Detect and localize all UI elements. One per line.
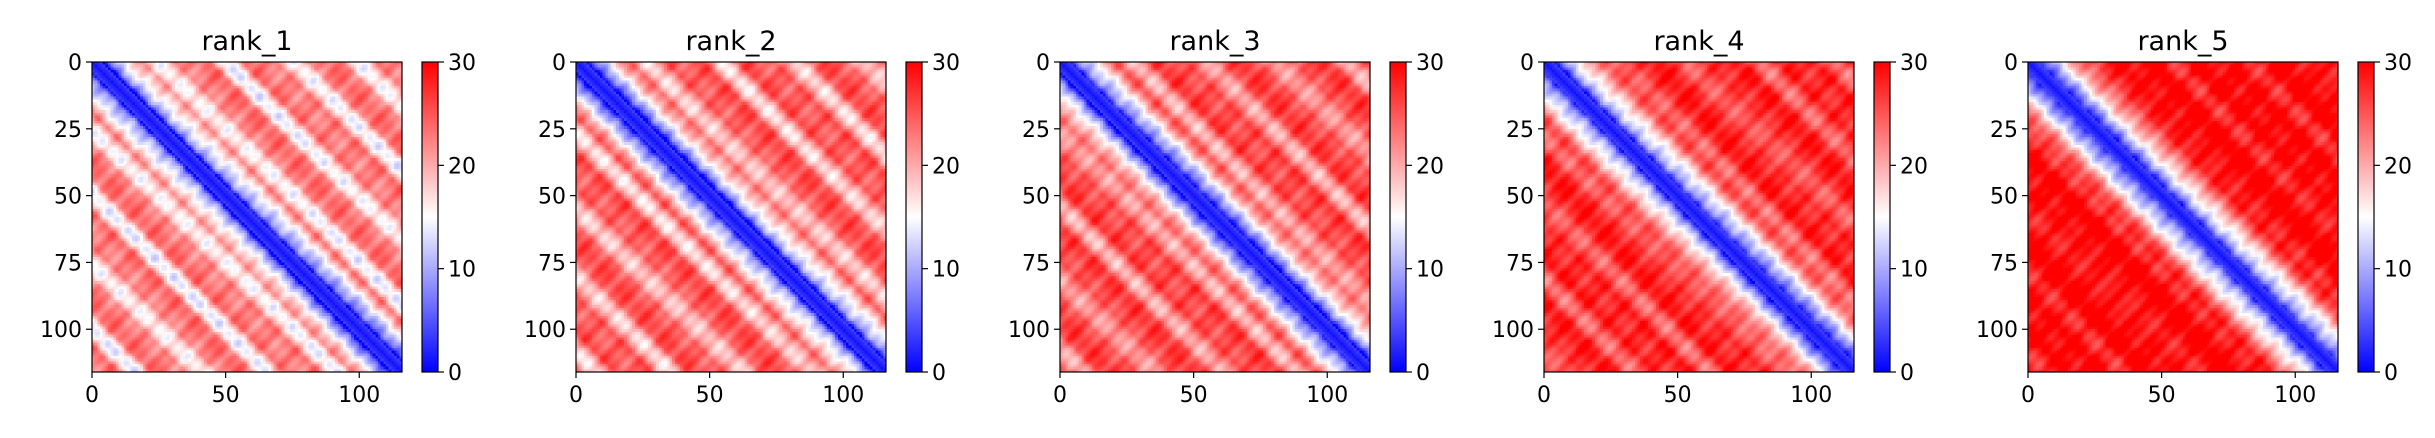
colorbar: [1390, 62, 1406, 372]
chart-title: rank_1: [201, 26, 292, 57]
y-tick-label: 50: [54, 185, 82, 210]
colorbar-frame: [2357, 61, 2375, 373]
heatmap-panel-rank_1: rank_1 0 50 100 0 25 50 75 100 0 10 20 30: [40, 26, 476, 408]
colorbar: [422, 62, 438, 372]
heatmap-image: [1544, 62, 1854, 372]
colorbar-tick-label: 0: [1900, 361, 1914, 386]
chart-title: rank_2: [685, 26, 776, 57]
heatmap-panel-rank_2: rank_2 0 50 100 0 25 50 75 100 0 10 20 30: [524, 26, 960, 408]
y-tick-label: 100: [40, 318, 82, 343]
y-tick-label: 75: [1990, 251, 2018, 276]
heatmap-image: [92, 62, 402, 372]
heatmap-panel-rank_5: rank_5 0 50 100 0 25 50 75 100 0 10 20 30: [1976, 26, 2412, 408]
colorbar-tick-label: 20: [448, 154, 476, 179]
heatmap-image: [1060, 62, 1370, 372]
y-tick-label: 100: [1976, 318, 2018, 343]
colorbar: [906, 62, 922, 372]
colorbar-tick-label: 30: [2384, 51, 2412, 76]
colorbar-tick-label: 30: [448, 51, 476, 76]
heatmap-panel-rank_4: rank_4 0 50 100 0 25 50 75 100 0 10 20 30: [1492, 26, 1928, 408]
colorbar-frame: [421, 61, 439, 373]
colorbar-tick-label: 0: [1416, 361, 1430, 386]
colorbar-tick-label: 0: [448, 361, 462, 386]
x-tick-label: 50: [212, 383, 240, 408]
colorbar-frame: [1389, 61, 1407, 373]
plot-frame: [2027, 61, 2339, 373]
chart-title: rank_3: [1169, 26, 1260, 57]
plot-frame: [575, 61, 887, 373]
x-tick-label: 100: [822, 383, 864, 408]
colorbar-tick-label: 30: [1416, 51, 1444, 76]
colorbar-tick-label: 10: [1900, 258, 1928, 283]
x-tick-label: 100: [1790, 383, 1832, 408]
y-tick-label: 25: [1022, 118, 1050, 143]
x-tick-label: 0: [2021, 383, 2035, 408]
y-tick-label: 0: [1036, 51, 1050, 76]
y-tick-label: 75: [1022, 251, 1050, 276]
heatmap-panel-rank_3: rank_3 0 50 100 0 25 50 75 100 0 10 20 30: [1008, 26, 1444, 408]
plot-frame: [1059, 61, 1371, 373]
x-tick-label: 100: [338, 383, 380, 408]
x-tick-label: 50: [1664, 383, 1692, 408]
y-tick-label: 25: [1990, 118, 2018, 143]
x-tick-label: 0: [85, 383, 99, 408]
colorbar-tick-label: 0: [2384, 361, 2398, 386]
y-tick-label: 0: [1520, 51, 1534, 76]
y-tick-label: 100: [1492, 318, 1534, 343]
colorbar-tick-label: 0: [932, 361, 946, 386]
y-tick-label: 0: [552, 51, 566, 76]
x-tick-label: 0: [569, 383, 583, 408]
colorbar-tick-label: 20: [2384, 154, 2412, 179]
y-tick-label: 75: [54, 251, 82, 276]
colorbar-frame: [1873, 61, 1891, 373]
y-tick-label: 50: [1022, 185, 1050, 210]
y-tick-label: 0: [68, 51, 82, 76]
y-tick-label: 0: [2004, 51, 2018, 76]
chart-title: rank_5: [2137, 26, 2228, 57]
y-tick-label: 25: [54, 118, 82, 143]
y-tick-label: 50: [1506, 185, 1534, 210]
colorbar: [1874, 62, 1890, 372]
x-tick-label: 50: [696, 383, 724, 408]
x-tick-label: 100: [1306, 383, 1348, 408]
y-tick-label: 50: [1990, 185, 2018, 210]
y-tick-label: 50: [538, 185, 566, 210]
plot-frame: [1543, 61, 1855, 373]
chart-title: rank_4: [1653, 26, 1744, 57]
colorbar-tick-label: 10: [932, 258, 960, 283]
colorbar-tick-label: 10: [1416, 258, 1444, 283]
x-tick-label: 0: [1053, 383, 1067, 408]
colorbar-tick-label: 10: [2384, 258, 2412, 283]
colorbar-frame: [905, 61, 923, 373]
colorbar-tick-label: 10: [448, 258, 476, 283]
x-tick-label: 100: [2274, 383, 2316, 408]
y-tick-label: 25: [538, 118, 566, 143]
x-tick-label: 0: [1537, 383, 1551, 408]
colorbar: [2358, 62, 2374, 372]
colorbar-tick-label: 30: [1900, 51, 1928, 76]
colorbar-tick-label: 30: [932, 51, 960, 76]
plot-frame: [91, 61, 403, 373]
y-tick-label: 75: [1506, 251, 1534, 276]
heatmap-image: [2028, 62, 2338, 372]
y-tick-label: 75: [538, 251, 566, 276]
colorbar-tick-label: 20: [932, 154, 960, 179]
colorbar-tick-label: 20: [1416, 154, 1444, 179]
x-tick-label: 50: [1180, 383, 1208, 408]
y-tick-label: 100: [524, 318, 566, 343]
colorbar-tick-label: 20: [1900, 154, 1928, 179]
heatmap-image: [576, 62, 886, 372]
y-tick-label: 25: [1506, 118, 1534, 143]
y-tick-label: 100: [1008, 318, 1050, 343]
x-tick-label: 50: [2148, 383, 2176, 408]
